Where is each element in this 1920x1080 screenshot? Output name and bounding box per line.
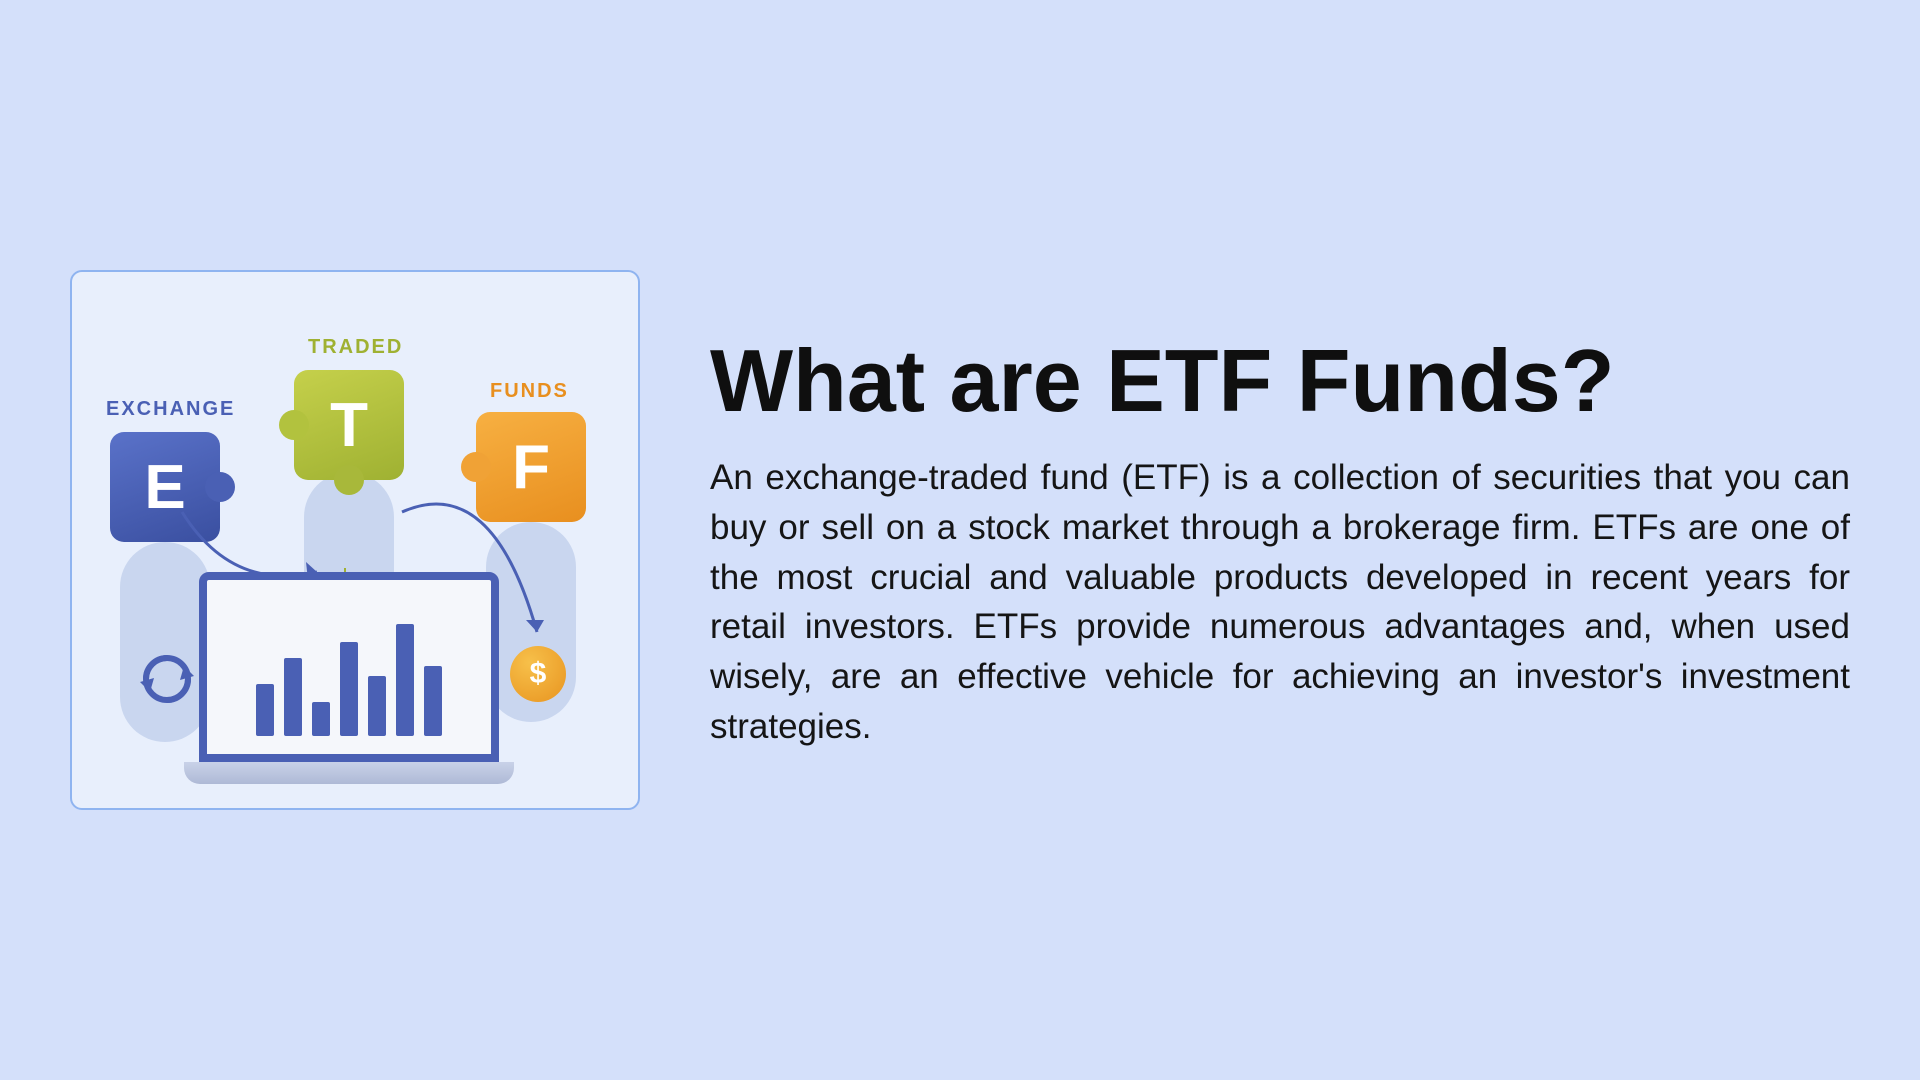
label-traded: TRADED: [308, 336, 403, 359]
puzzle-piece-funds: F: [476, 412, 586, 522]
bar-chart: [199, 572, 499, 762]
cycle-icon: [140, 652, 194, 706]
page-title: What are ETF Funds?: [710, 335, 1850, 427]
puzzle-piece-exchange: E: [110, 432, 220, 542]
laptop-icon: [184, 572, 514, 784]
bar: [368, 676, 386, 736]
bar: [396, 624, 414, 736]
dollar-coin-icon: $: [510, 646, 566, 702]
text-column: What are ETF Funds? An exchange-traded f…: [710, 329, 1850, 752]
puzzle-piece-traded: T: [294, 370, 404, 480]
bar: [424, 666, 442, 736]
etf-illustration-panel: EXCHANGE TRADED FUNDS E T F $: [70, 270, 640, 810]
bar: [312, 702, 330, 736]
bar: [256, 684, 274, 736]
puzzle-letter: F: [512, 432, 550, 503]
body-paragraph: An exchange-traded fund (ETF) is a colle…: [710, 453, 1850, 751]
puzzle-letter: T: [330, 390, 368, 461]
label-funds: FUNDS: [490, 380, 569, 403]
puzzle-letter: E: [144, 452, 185, 523]
laptop-base: [184, 762, 514, 784]
bar: [340, 642, 358, 736]
label-exchange: EXCHANGE: [106, 398, 235, 421]
bar: [284, 658, 302, 736]
